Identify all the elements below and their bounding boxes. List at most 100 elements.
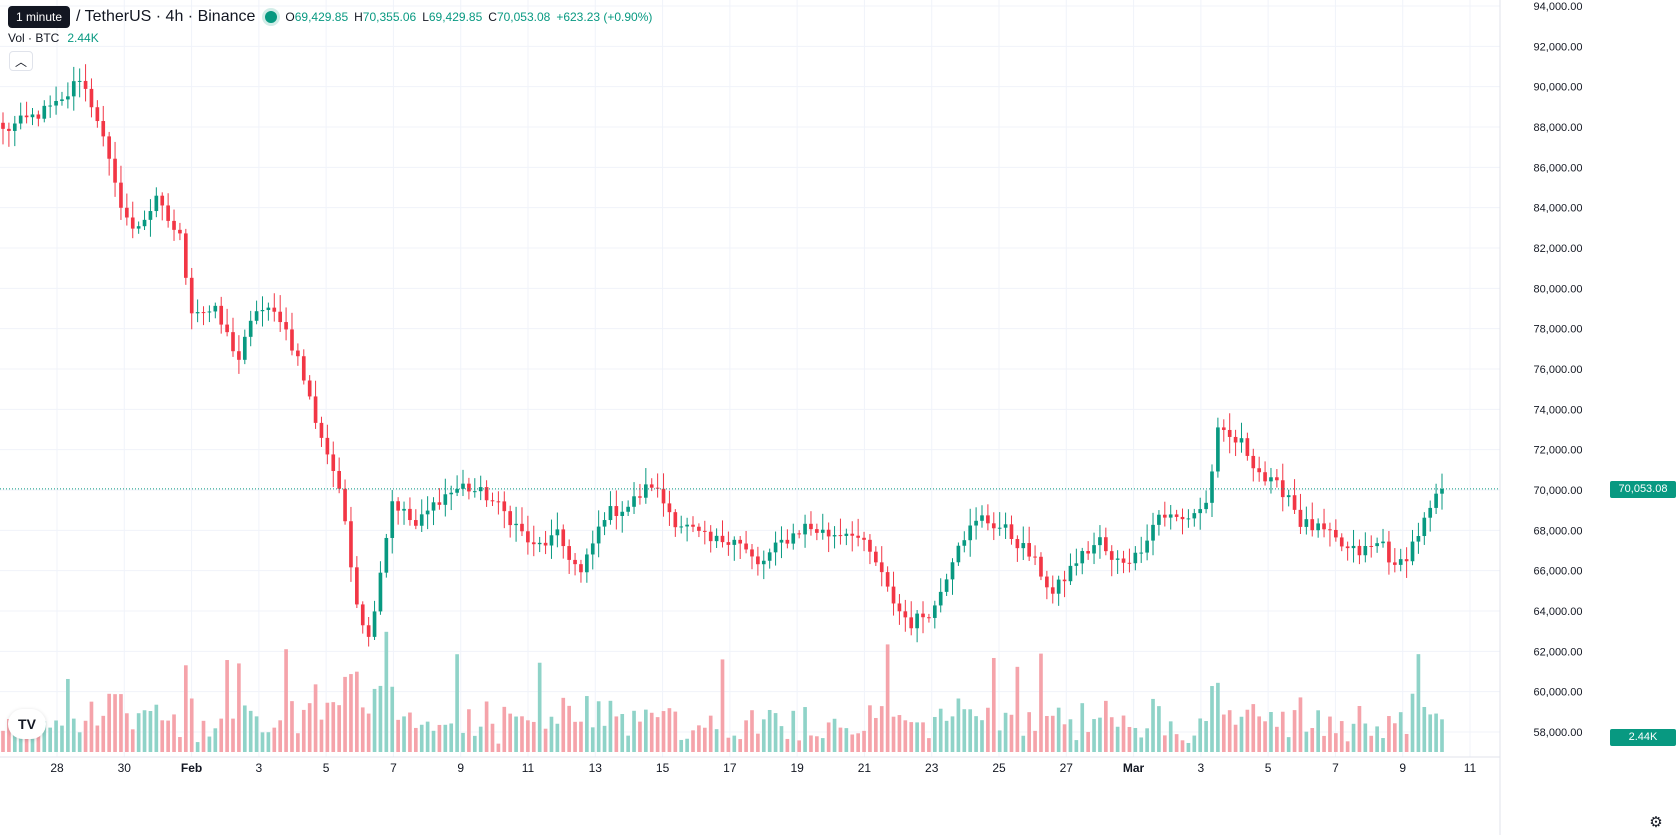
volume-bar — [644, 709, 648, 752]
volume-bar — [1080, 703, 1085, 752]
candle-body — [1375, 543, 1379, 547]
volume-bar — [968, 709, 973, 752]
volume-bar — [815, 736, 819, 752]
volume-bar — [425, 721, 430, 752]
candle-body — [956, 545, 961, 563]
volume-bar — [862, 730, 866, 752]
candle-body — [661, 488, 666, 504]
symbol-title[interactable]: / TetherUS · 4h · Binance — [76, 8, 256, 25]
volume-bar — [160, 720, 165, 752]
volume-bar — [1304, 731, 1309, 752]
candle-body — [1251, 455, 1256, 469]
volume-bar — [331, 702, 336, 752]
volume-bar — [484, 701, 489, 752]
candle-body — [313, 396, 318, 423]
volume-label[interactable]: Vol · BTC — [8, 31, 60, 45]
volume-bar — [467, 709, 471, 752]
candle-body — [172, 220, 176, 230]
volume-bar — [1410, 693, 1415, 752]
candle-body — [1363, 545, 1368, 556]
volume-bar — [638, 721, 642, 752]
candle-body — [1316, 523, 1320, 531]
volume-bar — [1428, 714, 1433, 752]
candle-body — [1422, 517, 1427, 537]
volume-bar — [95, 725, 100, 752]
collapse-legend-button[interactable]: ︿ — [9, 51, 33, 71]
market-status-icon[interactable] — [265, 11, 278, 23]
volume-bar — [1003, 712, 1008, 752]
volume-bar — [201, 720, 206, 752]
candle-body — [360, 604, 365, 626]
volume-bar — [850, 734, 855, 752]
volume-bar — [455, 654, 459, 752]
candle-body — [372, 611, 377, 637]
axis-settings-button[interactable]: ⚙ — [1646, 812, 1666, 832]
candle-body — [820, 529, 825, 533]
tradingview-logo[interactable]: TV — [8, 709, 46, 739]
volume-bar — [1098, 717, 1102, 752]
volume-bar — [372, 688, 377, 752]
candle-body — [349, 521, 353, 568]
volume-bar — [738, 739, 743, 752]
candle-body — [408, 508, 412, 521]
volume-bar — [307, 703, 312, 752]
candle-body — [1434, 493, 1438, 508]
candle-body — [166, 205, 170, 221]
volume-bar — [1162, 735, 1167, 752]
candle-body — [154, 195, 159, 212]
candle-body — [1086, 551, 1090, 554]
volume-bar — [272, 727, 277, 752]
volume-bar — [343, 676, 347, 752]
price-tick-label: 64,000.00 — [1534, 606, 1583, 618]
volume-bar — [526, 720, 530, 752]
ohlc-low: L69,429.85 — [422, 10, 483, 24]
candle-body — [903, 611, 908, 618]
candle-body — [655, 487, 660, 489]
volume-bar — [60, 725, 64, 752]
candle-body — [938, 591, 943, 606]
candle-body — [685, 524, 689, 527]
volume-bar — [986, 707, 990, 752]
volume-bar — [496, 743, 501, 752]
time-tick-label: 15 — [656, 761, 670, 775]
volume-bar — [1239, 716, 1244, 752]
volume-bar — [614, 716, 619, 752]
candle-body — [1198, 509, 1203, 514]
candle-body — [1145, 540, 1149, 553]
candle-body — [915, 613, 919, 629]
candle-body — [337, 470, 341, 489]
volume-bar — [183, 665, 188, 752]
volume-bar — [1174, 734, 1179, 752]
time-tick-label: 3 — [256, 761, 263, 775]
volume-bar — [1404, 733, 1409, 752]
volume-bar — [1210, 686, 1214, 752]
volume-bar — [1257, 716, 1262, 752]
candle-body — [803, 523, 807, 535]
candle-body — [189, 277, 194, 314]
candle-body — [1221, 427, 1226, 430]
candle-body — [24, 115, 29, 118]
candle-body — [1275, 477, 1279, 481]
time-tick-label: 9 — [457, 761, 464, 775]
volume-bar — [1398, 712, 1403, 752]
volume-bar — [402, 716, 406, 752]
volume-bar — [974, 716, 978, 752]
volume-bar — [1145, 728, 1149, 752]
volume-bar — [284, 649, 288, 752]
volume-bar — [879, 706, 884, 752]
volume-bar — [903, 720, 908, 752]
time-tick-label: 9 — [1399, 761, 1406, 775]
candle-body — [266, 307, 271, 311]
candle-body — [968, 525, 973, 541]
volume-bar — [136, 713, 141, 752]
ohlc-high: H70,355.06 — [354, 10, 417, 24]
candle-body — [697, 526, 701, 531]
volume-bar — [661, 711, 666, 752]
candle-body — [71, 81, 76, 97]
volume-bar — [1192, 735, 1197, 752]
candle-body — [142, 219, 147, 227]
candle-body — [319, 422, 324, 438]
candle-body — [1398, 559, 1403, 565]
candle-body — [785, 539, 790, 544]
